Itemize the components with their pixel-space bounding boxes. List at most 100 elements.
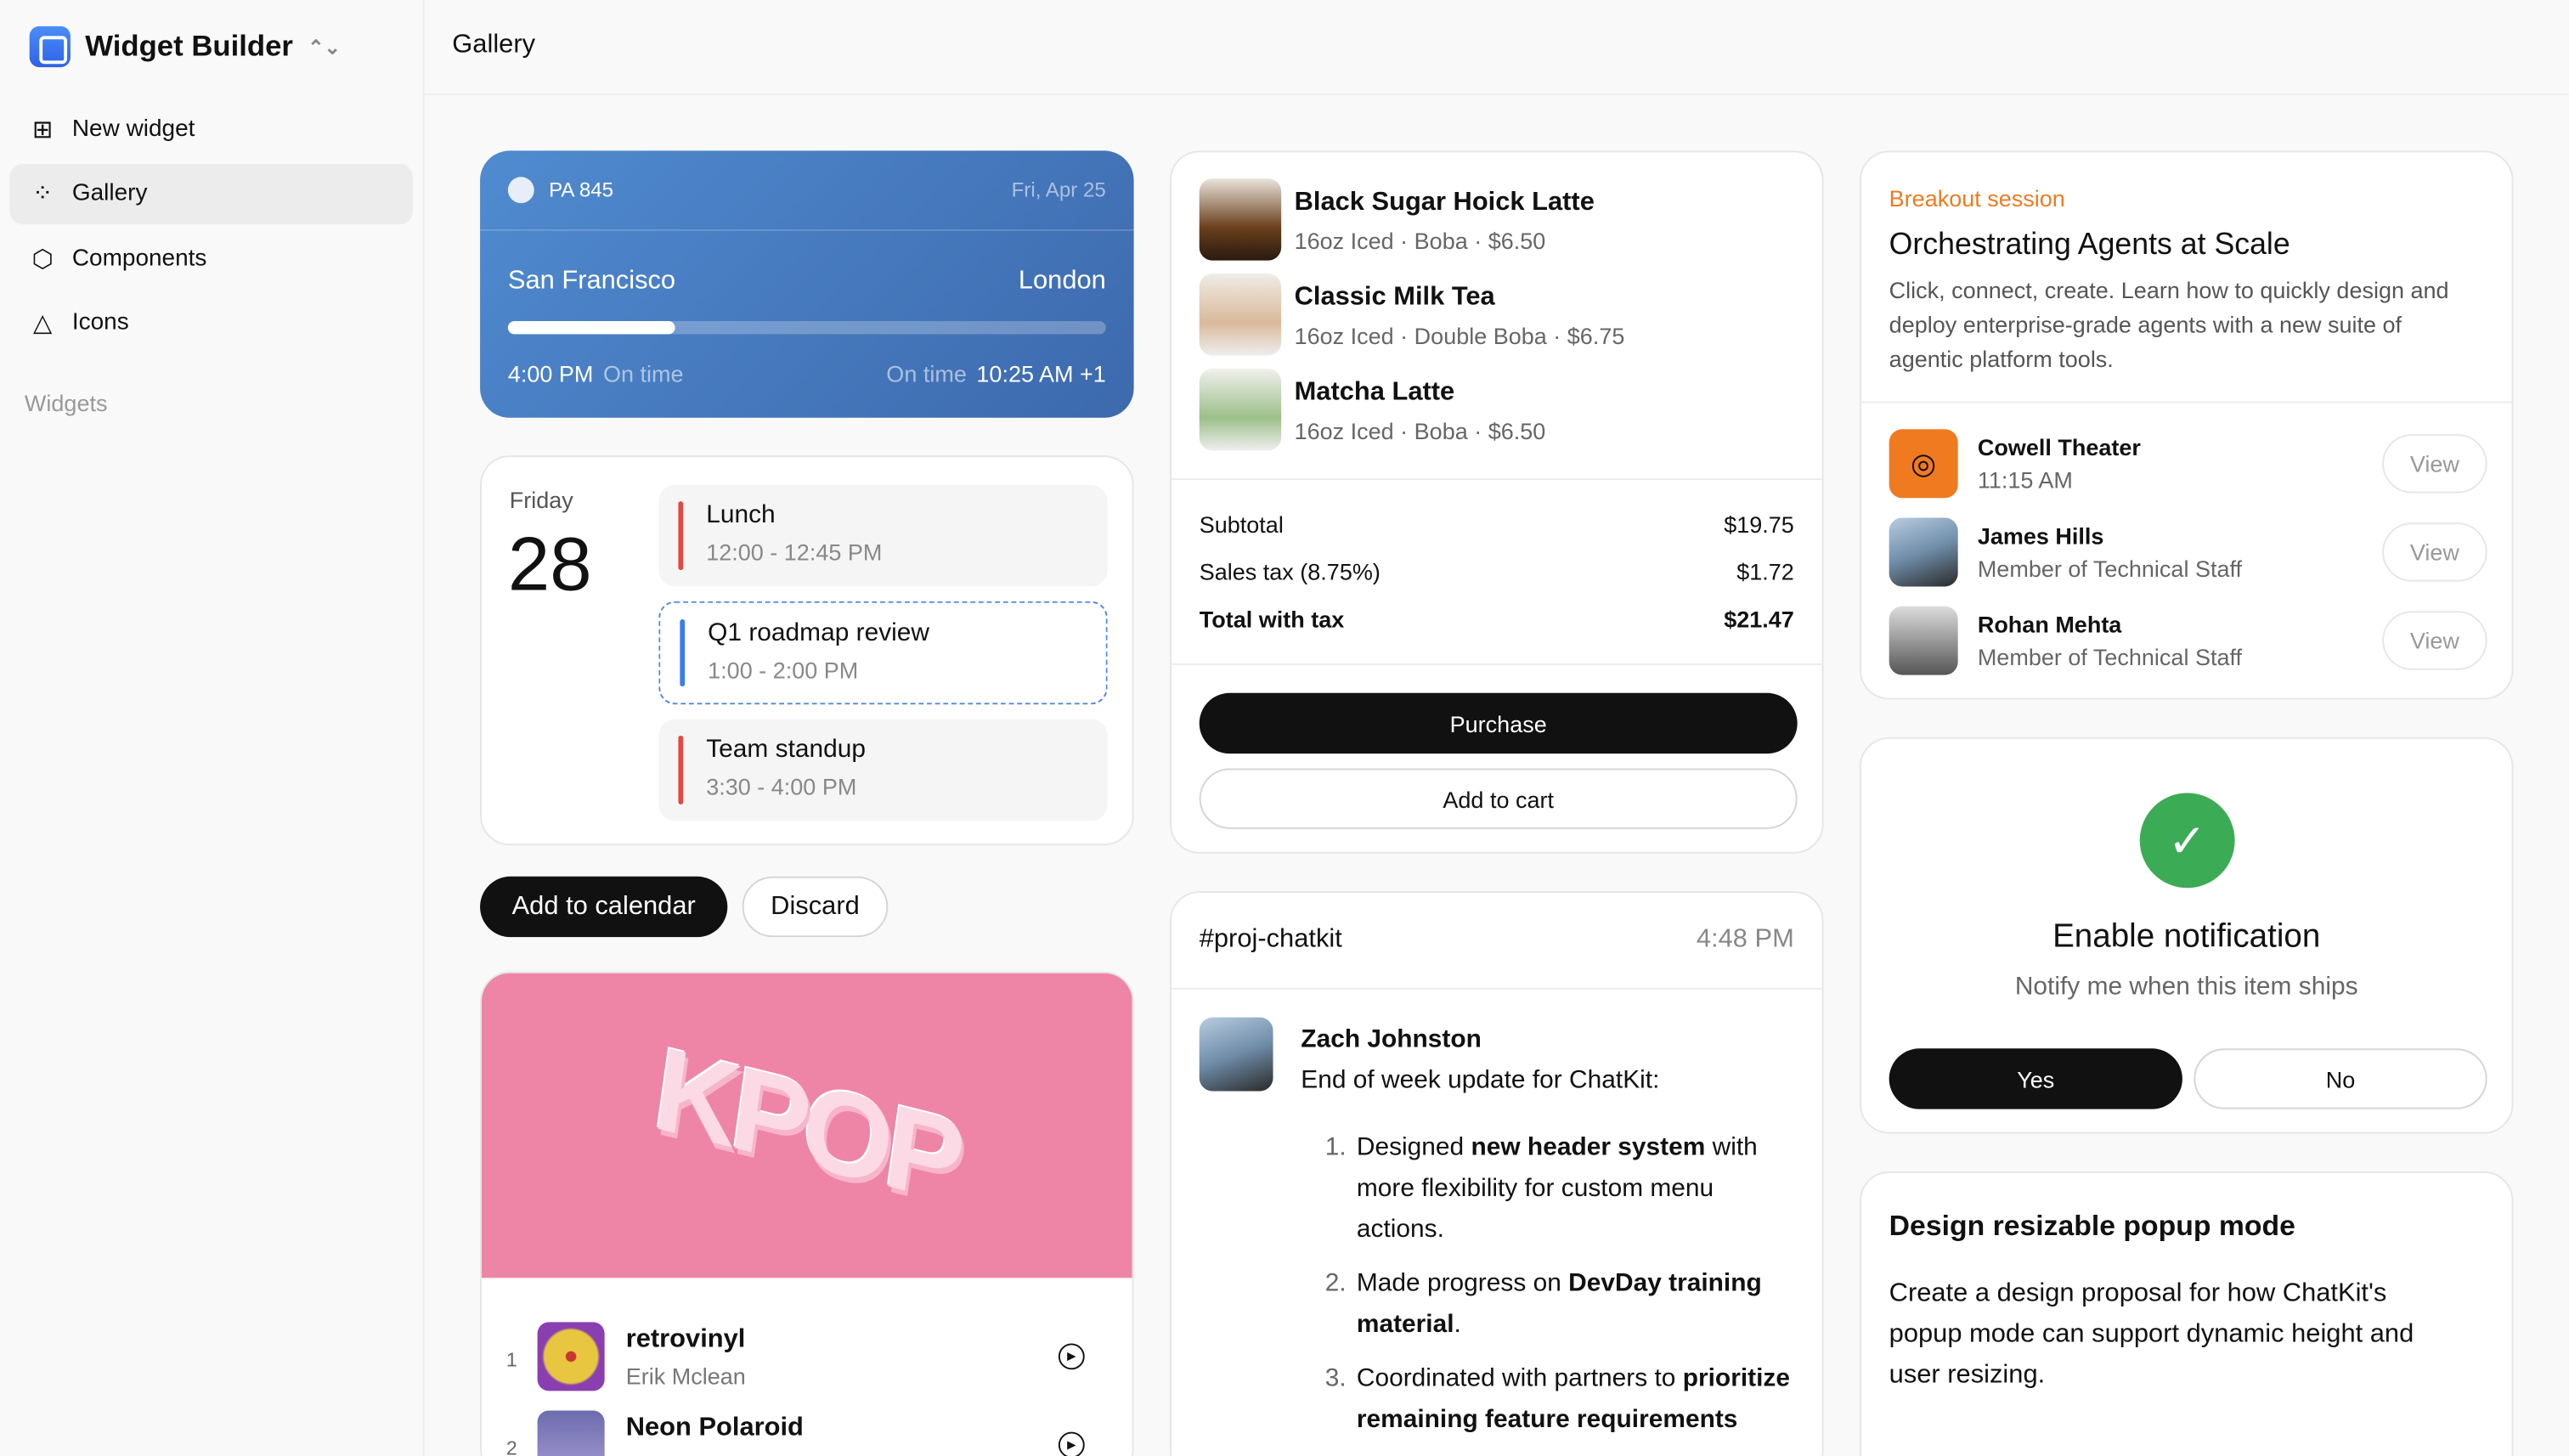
track-row[interactable]: 1 retrovinyl Erik Mclean ▶ xyxy=(482,1322,1132,1394)
track-title: Neon Polaroid xyxy=(625,1414,804,1442)
arrive-status: On time xyxy=(886,360,967,387)
view-button[interactable]: View xyxy=(2382,611,2487,670)
calendar-widget: Friday 28 Lunch 12:00 - 12:45 PM Q1 roadm… xyxy=(480,455,1134,846)
destination-city: London xyxy=(1018,267,1106,296)
session-description: Click, connect, create. Learn how to qui… xyxy=(1889,276,2449,372)
location-name: Cowell Theater xyxy=(1977,434,2141,460)
calendar-day: Friday xyxy=(509,486,573,513)
message-intro: End of week update for ChatKit: xyxy=(1301,1066,1660,1095)
divider xyxy=(1860,401,2512,404)
calendar-date: 28 xyxy=(507,521,592,607)
nav-label: Icons xyxy=(71,309,129,336)
calendar-event[interactable]: Team standup 3:30 - 4:00 PM xyxy=(658,719,1108,821)
play-icon[interactable]: ▶ xyxy=(1058,1431,1085,1456)
track-title: retrovinyl xyxy=(625,1325,746,1354)
task-description: Create a design proposal for how ChatKit… xyxy=(1889,1279,2414,1390)
flight-date: Fri, Apr 25 xyxy=(1011,178,1106,202)
playlist-cover: KPOP xyxy=(482,973,1132,1278)
subtotal-label: Subtotal xyxy=(1199,511,1284,538)
album-art xyxy=(537,1322,605,1391)
view-button[interactable]: View xyxy=(2382,522,2487,582)
sidebar-item-new-widget[interactable]: ⊞ New widget xyxy=(10,99,413,159)
discard-button[interactable]: Discard xyxy=(742,876,889,938)
plus-square-icon: ⊞ xyxy=(31,115,54,144)
arrive-time: 10:25 AM +1 xyxy=(976,360,1106,387)
total-label: Total with tax xyxy=(1199,606,1345,633)
item-name: Matcha Latte xyxy=(1294,378,1455,407)
notification-widget: ✓ Enable notification Notify me when thi… xyxy=(1859,736,2514,1134)
divider xyxy=(1171,478,1822,481)
checkmark-icon: ✓ xyxy=(2139,793,2235,889)
item-name: Black Sugar Hoick Latte xyxy=(1294,188,1595,217)
view-button[interactable]: View xyxy=(2382,434,2487,494)
event-title: Lunch xyxy=(706,501,776,529)
depart-time: 4:00 PM xyxy=(507,360,594,387)
app-switcher[interactable]: Widget Builder ⌃⌄ xyxy=(29,25,341,68)
sidebar-item-icons[interactable]: △ Icons xyxy=(10,292,413,353)
add-to-cart-button[interactable]: Add to cart xyxy=(1199,768,1798,829)
play-icon[interactable]: ▶ xyxy=(1058,1343,1085,1370)
person-role: Member of Technical Staff xyxy=(1977,643,2242,670)
person-name: James Hills xyxy=(1977,522,2104,550)
event-title: Team standup xyxy=(706,735,867,764)
author-name: Zach Johnston xyxy=(1301,1025,1482,1054)
tax-value: $1.72 xyxy=(1736,558,1794,585)
divider xyxy=(1171,663,1822,666)
page-header: Gallery xyxy=(424,0,2569,95)
list-item: Coordinated with partners to prioritize … xyxy=(1353,1358,1793,1440)
track-row[interactable]: 2 Neon Polaroid ▶ xyxy=(482,1410,1132,1456)
total-value: $21.47 xyxy=(1724,606,1794,633)
nav-label: Gallery xyxy=(71,180,148,207)
event-time: 3:30 - 4:00 PM xyxy=(706,773,857,800)
list-item: Made progress on DevDay training materia… xyxy=(1353,1263,1793,1345)
drink-image xyxy=(1199,178,1282,261)
sidebar: Widget Builder ⌃⌄ ⊞ New widget ⁘ Gallery ⬡… xyxy=(0,0,425,1456)
drink-image xyxy=(1199,274,1282,356)
drink-image xyxy=(1199,368,1282,451)
message-time: 4:48 PM xyxy=(1696,925,1794,954)
grid-icon: ⁘ xyxy=(31,180,54,208)
yes-button[interactable]: Yes xyxy=(1889,1048,2182,1109)
depart-status: On time xyxy=(602,360,684,387)
calendar-event[interactable]: Lunch 12:00 - 12:45 PM xyxy=(658,484,1108,587)
event-time: 1:00 - 2:00 PM xyxy=(708,657,859,684)
add-to-calendar-button[interactable]: Add to calendar xyxy=(480,876,728,938)
order-widget: Black Sugar Hoick Latte 16oz Iced · Boba … xyxy=(1170,150,1824,854)
app-title: Widget Builder xyxy=(85,29,293,63)
session-time: 11:15 AM xyxy=(1977,466,2073,494)
sidebar-item-gallery[interactable]: ⁘ Gallery xyxy=(9,162,414,224)
tax-label: Sales tax (8.75%) xyxy=(1199,558,1380,585)
track-number: 2 xyxy=(505,1436,517,1456)
sidebar-section-widgets: Widgets xyxy=(24,390,108,416)
session-widget: Breakout session Orchestrating Agents at… xyxy=(1859,150,2514,700)
nav-label: New widget xyxy=(71,115,195,142)
item-detail: 16oz Iced · Double Boba · $6.75 xyxy=(1294,322,1625,349)
sidebar-item-components[interactable]: ⬡ Components xyxy=(10,228,413,288)
event-title: Q1 roadmap review xyxy=(708,619,930,647)
calendar-event-selected[interactable]: Q1 roadmap review 1:00 - 2:00 PM xyxy=(658,601,1108,705)
list-item: Designed new header system with more fle… xyxy=(1353,1127,1793,1250)
shapes-icon: △ xyxy=(32,309,53,338)
cube-icon: ⬡ xyxy=(31,245,54,274)
person-role: Member of Technical Staff xyxy=(1977,555,2242,582)
no-button[interactable]: No xyxy=(2194,1048,2487,1109)
track-number: 1 xyxy=(505,1348,517,1372)
event-time: 12:00 - 12:45 PM xyxy=(706,539,883,566)
item-name: Classic Milk Tea xyxy=(1294,283,1495,312)
subtotal-value: $19.75 xyxy=(1724,511,1794,538)
flight-number: PA 845 xyxy=(549,178,614,202)
origin-city: San Francisco xyxy=(507,267,676,296)
person-name: Rohan Mehta xyxy=(1977,611,2122,638)
track-artist: Erik Mclean xyxy=(625,1363,746,1390)
flight-widget[interactable]: PA 845 Fri, Apr 25 San Francisco London 4:… xyxy=(480,150,1134,418)
cover-logo: KPOP xyxy=(647,1023,967,1228)
notification-subtitle: Notify me when this item ships xyxy=(2014,973,2358,1002)
album-art xyxy=(537,1410,605,1456)
flight-progress xyxy=(507,321,1106,335)
avatar xyxy=(1889,606,1958,675)
purchase-button[interactable]: Purchase xyxy=(1199,692,1798,754)
chat-widget: #proj-chatkit 4:48 PM Zach Johnston End o… xyxy=(1170,891,1824,1456)
location-pin-icon: ◎ xyxy=(1889,429,1958,499)
avatar xyxy=(1199,1017,1273,1092)
item-detail: 16oz Iced · Boba · $6.50 xyxy=(1294,417,1546,444)
